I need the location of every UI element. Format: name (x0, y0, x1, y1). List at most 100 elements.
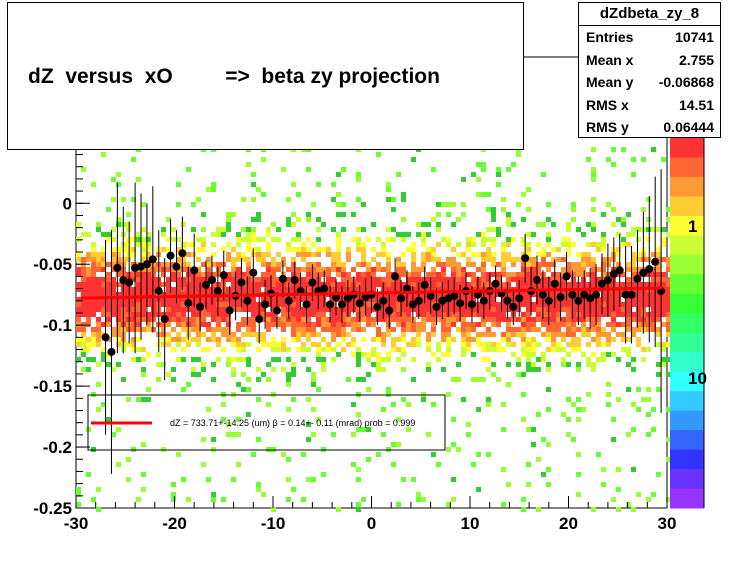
density-cell (486, 302, 491, 307)
color-scale-cell (670, 138, 704, 158)
density-cell (286, 317, 291, 322)
x-tick-label: 30 (658, 514, 677, 533)
density-cell (151, 302, 156, 307)
density-cell (201, 262, 206, 267)
density-cell (321, 327, 326, 332)
density-cell (181, 297, 186, 302)
density-cell (191, 287, 196, 292)
density-cell (631, 252, 636, 257)
density-cell (521, 297, 526, 302)
density-cell (336, 327, 341, 332)
density-cell (316, 357, 321, 362)
density-cell (541, 317, 546, 322)
density-cell (456, 312, 461, 317)
density-cell (306, 437, 311, 442)
density-cell (566, 332, 571, 337)
density-cell (591, 227, 596, 232)
density-cell (86, 367, 91, 372)
density-cell (501, 307, 506, 312)
density-cell (551, 307, 556, 312)
density-cell (371, 302, 376, 307)
density-cell (291, 222, 296, 227)
density-cell (441, 287, 446, 292)
density-cell (246, 277, 251, 282)
density-cell (521, 262, 526, 267)
density-cell (311, 382, 316, 387)
density-cell (531, 262, 536, 267)
density-cell (581, 307, 586, 312)
density-cell (226, 422, 231, 427)
density-cell (421, 292, 426, 297)
density-cell (616, 507, 621, 512)
density-cell (501, 502, 506, 507)
density-cell (181, 292, 186, 297)
density-cell (526, 357, 531, 362)
density-cell (586, 312, 591, 317)
density-cell (76, 307, 81, 312)
density-cell (216, 307, 221, 312)
density-cell (531, 282, 536, 287)
density-cell (606, 292, 611, 297)
profile-point (397, 294, 406, 303)
density-cell (111, 257, 116, 262)
density-cell (126, 297, 131, 302)
density-cell (336, 232, 341, 237)
density-cell (296, 347, 301, 352)
density-cell (591, 277, 596, 282)
density-cell (646, 397, 651, 402)
density-cell (601, 312, 606, 317)
density-cell (571, 282, 576, 287)
density-cell (631, 232, 636, 237)
density-cell (111, 252, 116, 257)
density-cell (126, 302, 131, 307)
density-cell (381, 267, 386, 272)
density-cell (111, 227, 116, 232)
density-cell (141, 442, 146, 447)
density-cell (536, 272, 541, 277)
density-cell (136, 237, 141, 242)
density-cell (81, 307, 86, 312)
density-cell (356, 197, 361, 202)
z-tick-label: 10 (688, 369, 707, 388)
density-cell (341, 337, 346, 342)
density-cell (286, 382, 291, 387)
density-cell (541, 247, 546, 252)
density-cell (316, 262, 321, 267)
density-cell (496, 307, 501, 312)
density-cell (356, 352, 361, 357)
density-cell (316, 387, 321, 392)
density-cell (301, 247, 306, 252)
density-cell (106, 317, 111, 322)
density-cell (501, 467, 506, 472)
density-cell (591, 197, 596, 202)
density-cell (366, 357, 371, 362)
density-cell (616, 332, 621, 337)
density-cell (446, 342, 451, 347)
density-cell (356, 467, 361, 472)
density-cell (361, 242, 366, 247)
density-cell (471, 237, 476, 242)
density-cell (441, 272, 446, 277)
density-cell (166, 267, 171, 272)
density-cell (276, 297, 281, 302)
density-cell (231, 432, 236, 437)
density-cell (656, 277, 661, 282)
density-cell (271, 302, 276, 307)
density-cell (571, 332, 576, 337)
density-cell (451, 477, 456, 482)
density-cell (371, 307, 376, 312)
profile-point (639, 268, 648, 277)
density-cell (226, 362, 231, 367)
density-cell (426, 362, 431, 367)
density-cell (136, 357, 141, 362)
density-cell (421, 302, 426, 307)
density-cell (446, 337, 451, 342)
density-cell (76, 317, 81, 322)
density-cell (216, 267, 221, 272)
density-cell (366, 282, 371, 287)
density-cell (331, 287, 336, 292)
density-cell (426, 232, 431, 237)
density-cell (626, 387, 631, 392)
density-cell (251, 332, 256, 337)
density-cell (106, 277, 111, 282)
